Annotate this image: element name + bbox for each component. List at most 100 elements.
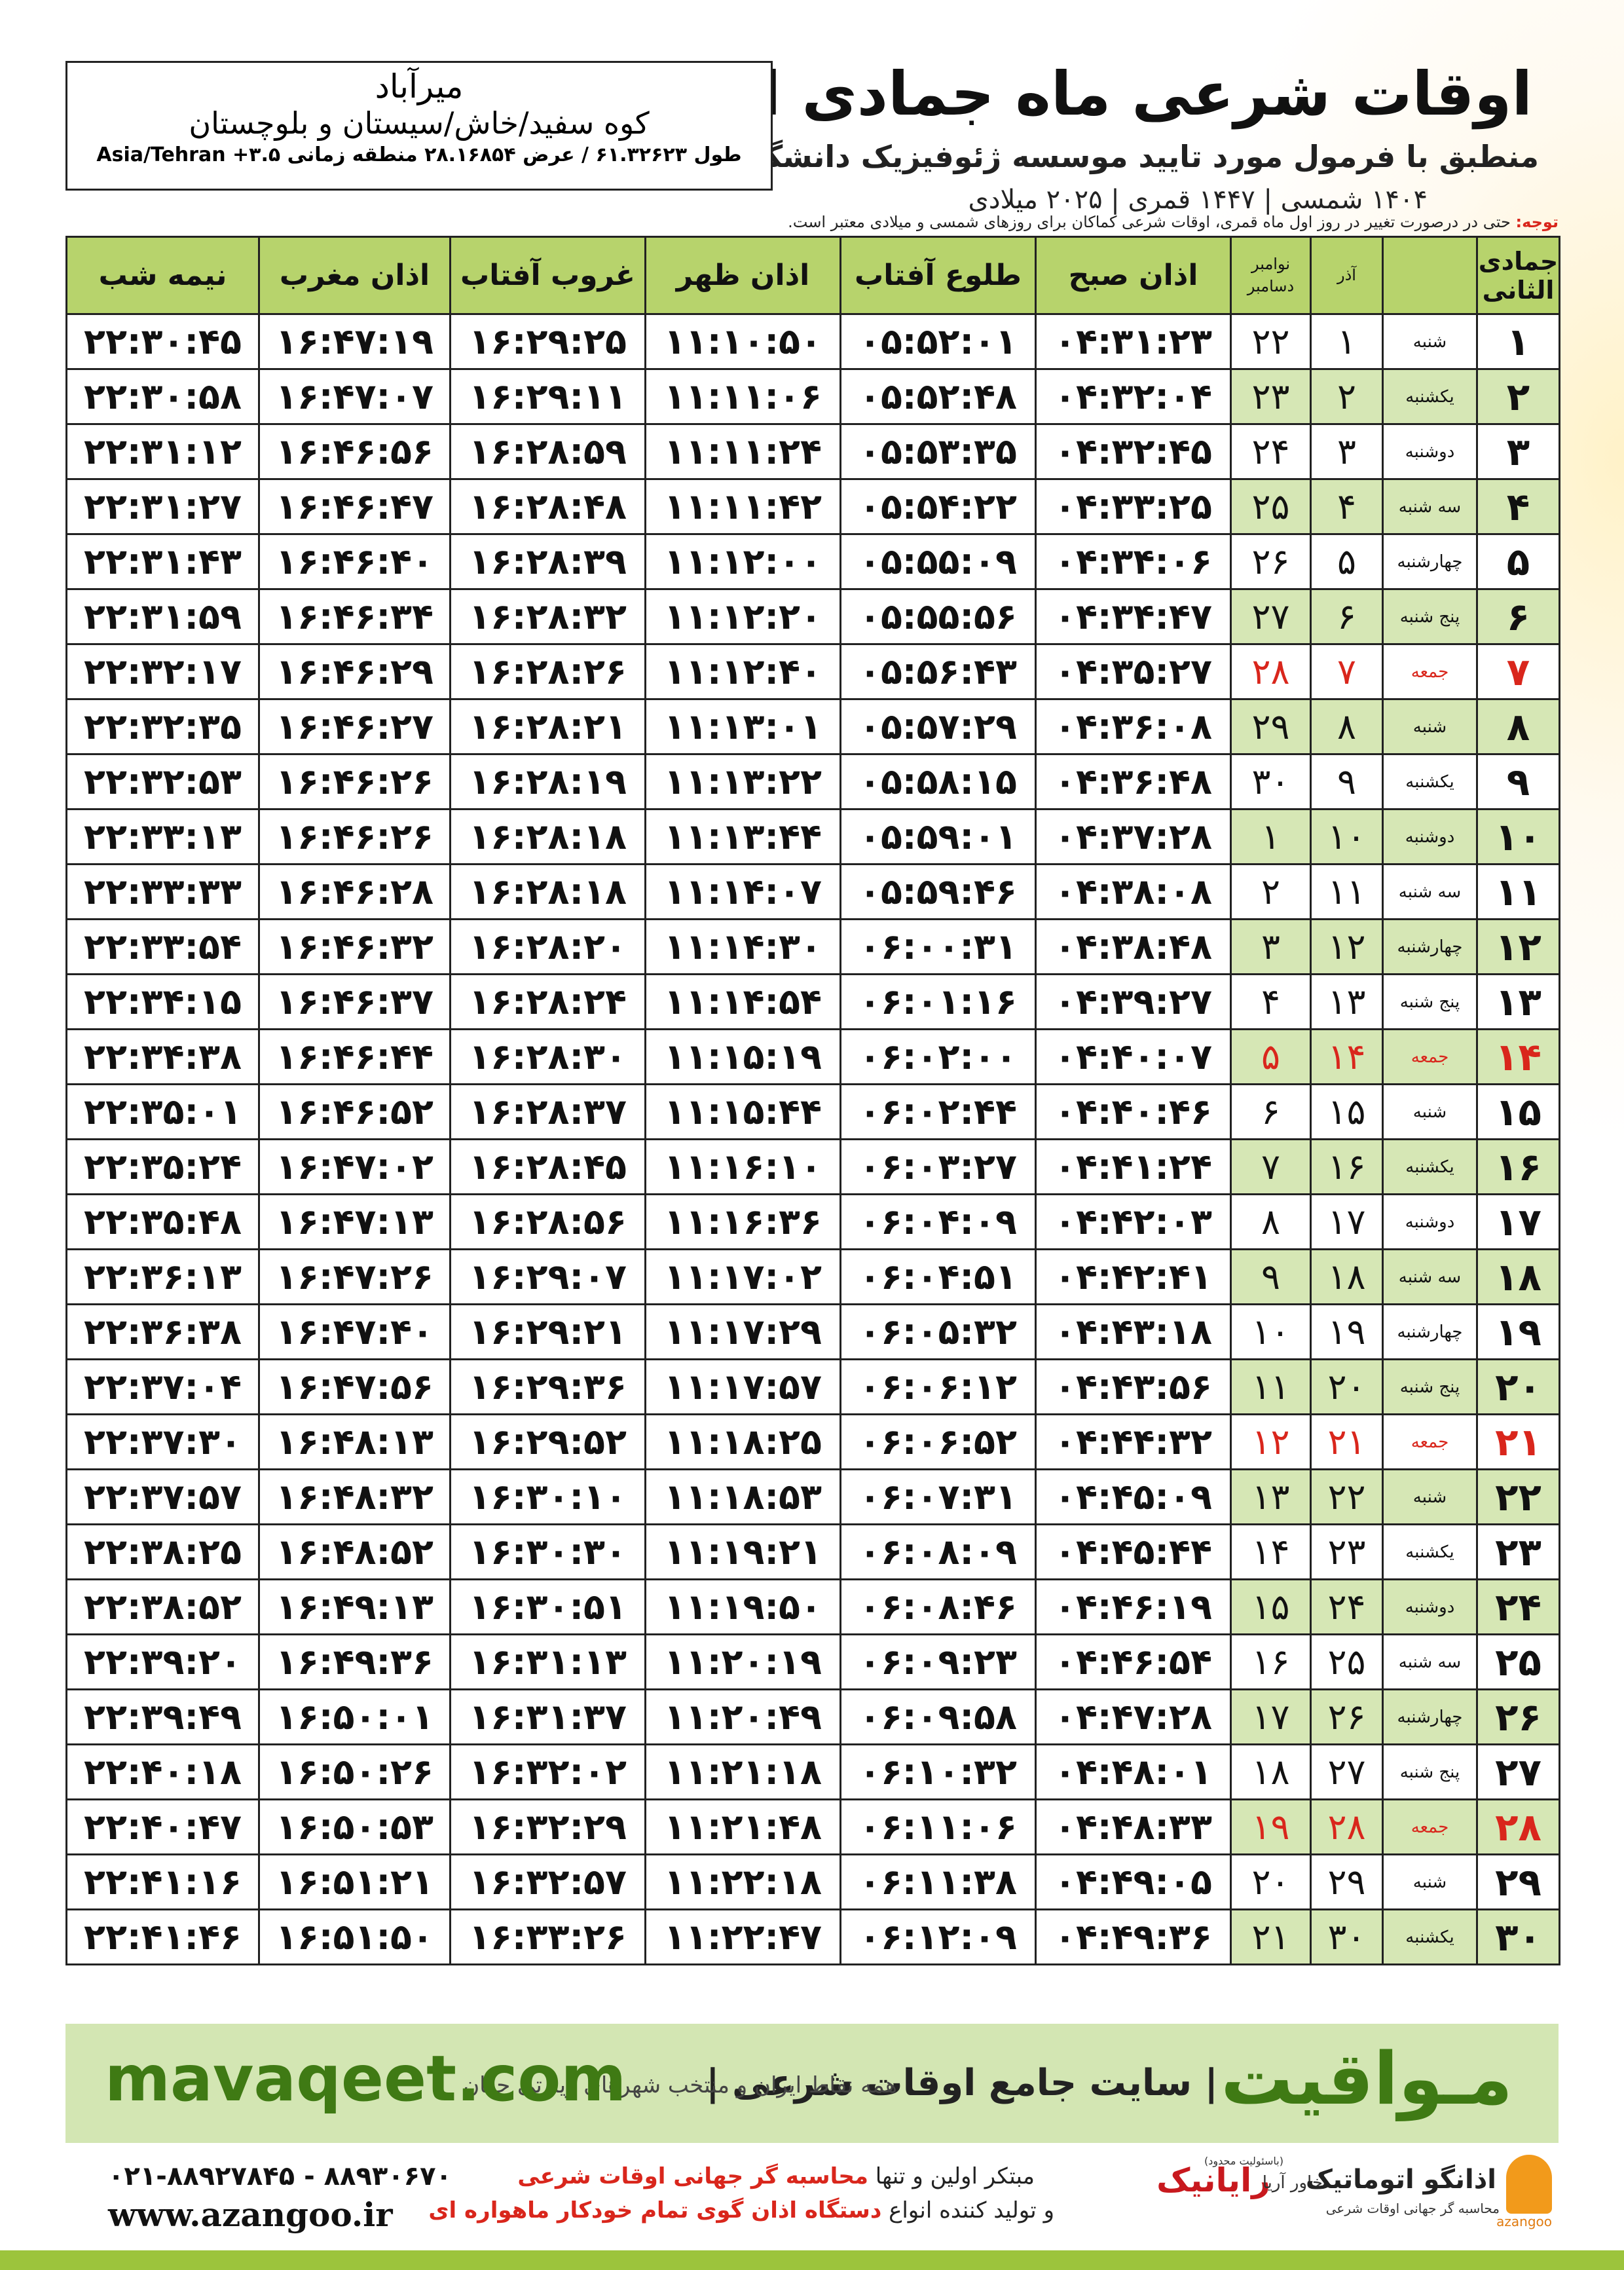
table-cell: ۲۲:۴۰:۱۸: [65, 1743, 260, 1800]
table-cell: ۲۸: [1310, 1798, 1384, 1855]
table-row: ۲۵ سه شنبه ۲۵ ۱۶ ۰۴:۴۶:۵۴ ۰۶:۰۹:۲۳ ۱۱:۲۰:۱۹ ۱۶:…: [65, 1633, 1560, 1690]
note-text: حتی در درصورت تغییر در روز اول ماه قمری،…: [788, 213, 1511, 231]
table-cell: چهارشنبه: [1382, 918, 1478, 975]
table-cell: ۱۶:۲۸:۲۰: [449, 918, 646, 975]
table-cell: ۲۱: [1230, 1908, 1312, 1965]
table-cell: ۱۶:۴۶:۴۴: [258, 1028, 451, 1085]
table-row: ۲ یکشنبه ۲ ۲۳ ۰۴:۳۲:۰۴ ۰۵:۵۲:۴۸ ۱۱:۱۱:۰۶ ۱۶:۲۹:…: [65, 368, 1560, 425]
table-cell: شنبه: [1382, 1853, 1478, 1910]
table-cell: ۱۶:۴۶:۲۹: [258, 643, 451, 700]
table-cell: جمعه: [1382, 1413, 1478, 1470]
table-cell: ۶: [1476, 588, 1560, 645]
table-cell: ۱۶:۴۷:۵۶: [258, 1358, 451, 1415]
table-cell: ۰۴:۴۰:۴۶: [1035, 1083, 1232, 1140]
table-cell: ۰۶:۰۰:۳۱: [840, 918, 1037, 975]
table-row: ۱۸ سه شنبه ۱۸ ۹ ۰۴:۴۲:۴۱ ۰۶:۰۴:۵۱ ۱۱:۱۷:۰۲ ۱۶:۲…: [65, 1248, 1560, 1305]
table-cell: ۰۵:۵۵:۰۹: [840, 533, 1037, 590]
table-cell: چهارشنبه: [1382, 1303, 1478, 1360]
table-cell: ۱۱:۱۹:۲۱: [644, 1523, 841, 1580]
table-cell: ۲۲: [1476, 1468, 1560, 1525]
table-cell: ۰۵:۵۷:۲۹: [840, 698, 1037, 755]
table-cell: ۱۱:۱۳:۲۲: [644, 753, 841, 810]
table-cell: ۱۶:۲۸:۳۰: [449, 1028, 646, 1085]
prayer-table: جمادی الثانی آذر نوامبر دسامبر اذان صبح ط…: [65, 236, 1560, 1965]
brand: مـواقیت: [1221, 2037, 1513, 2121]
table-cell: دوشنبه: [1382, 423, 1478, 480]
table-cell: ۹: [1476, 753, 1560, 810]
table-cell: ۱۱:۱۷:۵۷: [644, 1358, 841, 1415]
table-cell: ۴: [1310, 478, 1384, 535]
table-cell: ۲۷: [1476, 1743, 1560, 1800]
table-cell: ۲۴: [1476, 1578, 1560, 1635]
table-cell: ۲۷: [1310, 1743, 1384, 1800]
table-cell: ۲۲:۳۲:۵۳: [65, 753, 260, 810]
table-cell: ۲۳: [1476, 1523, 1560, 1580]
table-cell: ۱۱:۱۲:۲۰: [644, 588, 841, 645]
table-row: ۸ شنبه ۸ ۲۹ ۰۴:۳۶:۰۸ ۰۵:۵۷:۲۹ ۱۱:۱۳:۰۱ ۱۶:۲۸:۲۱…: [65, 698, 1560, 755]
table-cell: ۸: [1310, 698, 1384, 755]
table-cell: ۱۶:۲۸:۱۸: [449, 808, 646, 865]
table-cell: ۱۶:۴۷:۱۹: [258, 313, 451, 370]
table-cell: ۱۱:۱۲:۰۰: [644, 533, 841, 590]
table-cell: ۷: [1230, 1138, 1312, 1195]
table-cell: ۰۴:۴۸:۳۳: [1035, 1798, 1232, 1855]
table-row: ۳۰ یکشنبه ۳۰ ۲۱ ۰۴:۴۹:۳۶ ۰۶:۱۲:۰۹ ۱۱:۲۲:۴۷ ۱۶:۳…: [65, 1908, 1560, 1965]
table-cell: ۱۶:۴۶:۲۸: [258, 863, 451, 920]
table-cell: شنبه: [1382, 698, 1478, 755]
table-cell: ۱۷: [1476, 1193, 1560, 1250]
table-cell: ۱۶:۵۱:۲۱: [258, 1853, 451, 1910]
table-cell: ۱۱:۱۱:۲۴: [644, 423, 841, 480]
table-cell: ۰۴:۳۸:۴۸: [1035, 918, 1232, 975]
table-cell: ۶: [1310, 588, 1384, 645]
table-cell: یکشنبه: [1382, 1908, 1478, 1965]
table-cell: ۱۶:۲۸:۲۴: [449, 973, 646, 1030]
table-cell: ۰۴:۴۱:۲۴: [1035, 1138, 1232, 1195]
table-cell: ۱۱:۱۰:۵۰: [644, 313, 841, 370]
column-header: آذر: [1310, 236, 1384, 315]
table-cell: ۲۲:۳۰:۵۸: [65, 368, 260, 425]
footer-line: و تولید کننده انواع دستگاه اذان گوی تمام…: [428, 2197, 1054, 2223]
table-cell: ۱۶:۴۶:۳۲: [258, 918, 451, 975]
table-row: ۳ دوشنبه ۳ ۲۴ ۰۴:۳۲:۴۵ ۰۵:۵۳:۳۵ ۱۱:۱۱:۲۴ ۱۶:۲۸:…: [65, 423, 1560, 480]
website[interactable]: www.azangoo.ir: [108, 2195, 393, 2234]
table-cell: ۱۶:۴۷:۴۰: [258, 1303, 451, 1360]
column-header: جمادی الثانی: [1476, 236, 1560, 315]
table-cell: ۱۳: [1230, 1468, 1312, 1525]
location-region: کوه سفید/خاش/سیستان و بلوچستان: [189, 105, 650, 141]
table-cell: ۱۹: [1230, 1798, 1312, 1855]
table-cell: چهارشنبه: [1382, 1688, 1478, 1745]
logo-sub: خاور آریا: [1262, 2173, 1323, 2193]
table-cell: ۲۹: [1476, 1853, 1560, 1910]
table-cell: ۲: [1310, 368, 1384, 425]
table-cell: ۱۲: [1476, 918, 1560, 975]
table-cell: ۷: [1310, 643, 1384, 700]
table-cell: ۲۲:۳۳:۵۴: [65, 918, 260, 975]
table-cell: ۰۴:۳۵:۲۷: [1035, 643, 1232, 700]
table-cell: ۲۵: [1310, 1633, 1384, 1690]
table-cell: ۲۰: [1310, 1358, 1384, 1415]
table-cell: جمعه: [1382, 1028, 1478, 1085]
logo-en: azangoo: [1496, 2214, 1552, 2229]
table-cell: ۱۶:۲۸:۴۵: [449, 1138, 646, 1195]
table-cell: ۱۱:۱۷:۰۲: [644, 1248, 841, 1305]
table-cell: ۳۰: [1476, 1908, 1560, 1965]
table-cell: ۱۲: [1310, 918, 1384, 975]
table-cell: ۱۶:۴۷:۱۳: [258, 1193, 451, 1250]
table-cell: ۱۶:۲۹:۵۲: [449, 1413, 646, 1470]
table-cell: ۱۱:۱۶:۳۶: [644, 1193, 841, 1250]
table-cell: ۱۶:۴۶:۴۷: [258, 478, 451, 535]
table-cell: ۱۶:۳۰:۱۰: [449, 1468, 646, 1525]
table-cell: ۰۵:۵۲:۴۸: [840, 368, 1037, 425]
table-body: ۱ شنبه ۱ ۲۲ ۰۴:۳۱:۲۳ ۰۵:۵۲:۰۱ ۱۱:۱۰:۵۰ ۱۶:۲۹:۲۵…: [65, 313, 1560, 1965]
table-cell: ۱۶:۳۰:۳۰: [449, 1523, 646, 1580]
table-cell: ۳: [1310, 423, 1384, 480]
table-cell: ۲۲:۳۱:۵۹: [65, 588, 260, 645]
table-row: ۱ شنبه ۱ ۲۲ ۰۴:۳۱:۲۳ ۰۵:۵۲:۰۱ ۱۱:۱۰:۵۰ ۱۶:۲۹:۲۵…: [65, 313, 1560, 370]
table-cell: ۱۱:۱۸:۲۵: [644, 1413, 841, 1470]
table-cell: پنج شنبه: [1382, 588, 1478, 645]
table-cell: ۲۷: [1230, 588, 1312, 645]
table-row: ۱۲ چهارشنبه ۱۲ ۳ ۰۴:۳۸:۴۸ ۰۶:۰۰:۳۱ ۱۱:۱۴:۳۰ ۱۶:…: [65, 918, 1560, 975]
table-cell: ۱۷: [1230, 1688, 1312, 1745]
table-cell: ۹: [1310, 753, 1384, 810]
site-url[interactable]: mavaqeet.com: [105, 2042, 627, 2115]
